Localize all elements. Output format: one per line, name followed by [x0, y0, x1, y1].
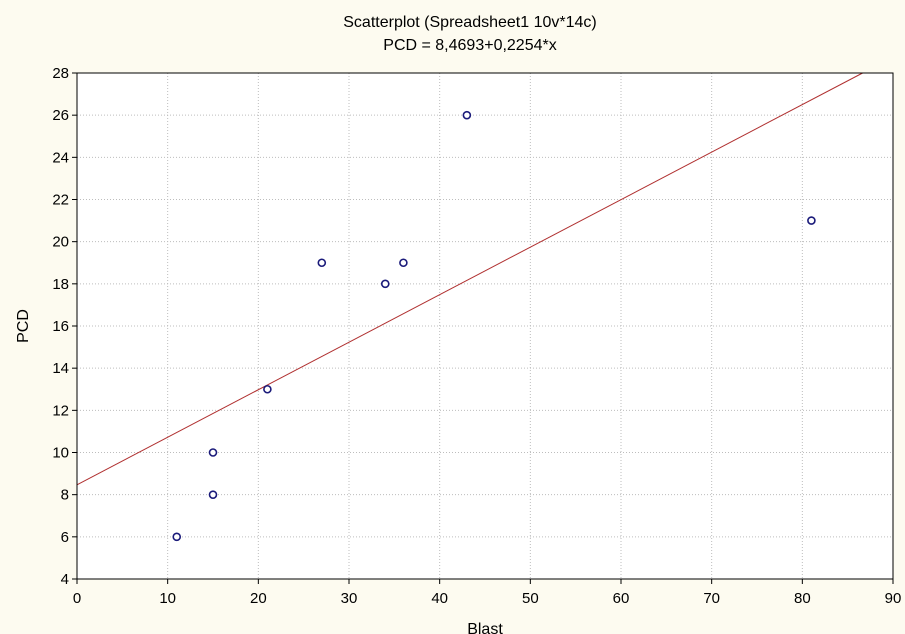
y-tick-label: 8 — [61, 487, 69, 504]
y-tick-label: 14 — [52, 360, 69, 377]
data-point — [380, 279, 390, 289]
y-tick-label: 10 — [52, 445, 69, 462]
x-axis-label: Blast — [467, 621, 503, 634]
data-point — [807, 216, 816, 225]
data-point — [399, 258, 408, 268]
x-tick-label: 30 — [341, 590, 358, 607]
y-tick-label: 28 — [52, 65, 69, 82]
data-point — [172, 532, 182, 542]
data-point — [462, 110, 472, 120]
x-tick-label: 10 — [159, 590, 176, 607]
y-tick-label: 18 — [52, 276, 69, 293]
y-axis-label: PCD — [15, 309, 32, 343]
data-points — [172, 110, 816, 542]
axis-ticks — [72, 72, 894, 584]
x-tick-label: 70 — [703, 590, 720, 607]
y-tick-label: 16 — [52, 318, 69, 335]
x-tick-label: 90 — [885, 590, 902, 607]
data-point — [317, 258, 327, 268]
x-tick-label: 40 — [431, 590, 448, 607]
plot-frame — [76, 72, 894, 580]
fit-line-group — [76, 72, 863, 486]
y-tick-label: 4 — [61, 571, 69, 588]
x-tick-label: 80 — [794, 590, 811, 607]
chart-title: Scatterplot (Spreadsheet1 10v*14c) — [343, 14, 596, 31]
y-tick-label: 26 — [52, 107, 69, 124]
y-tick-label: 6 — [61, 529, 69, 546]
chart-subtitle: PCD = 8,4693+0,2254*x — [383, 37, 556, 54]
x-tick-label: 50 — [522, 590, 539, 607]
data-point — [263, 384, 272, 394]
data-point — [208, 490, 218, 499]
y-tick-label: 24 — [52, 149, 69, 166]
x-tick-label: 20 — [250, 590, 267, 607]
x-tick-label: 0 — [73, 590, 81, 607]
y-tick-label: 20 — [52, 234, 69, 251]
regression-line — [76, 72, 863, 486]
tick-labels: 0 10 20 30 40 50 60 70 80 90 4 6 8 10 12 14 16 18 20 22 24 26… — [52, 65, 901, 607]
y-tick-label: 22 — [52, 192, 69, 209]
data-point — [208, 448, 218, 457]
x-tick-label: 60 — [613, 590, 630, 607]
y-tick-label: 12 — [52, 402, 69, 419]
